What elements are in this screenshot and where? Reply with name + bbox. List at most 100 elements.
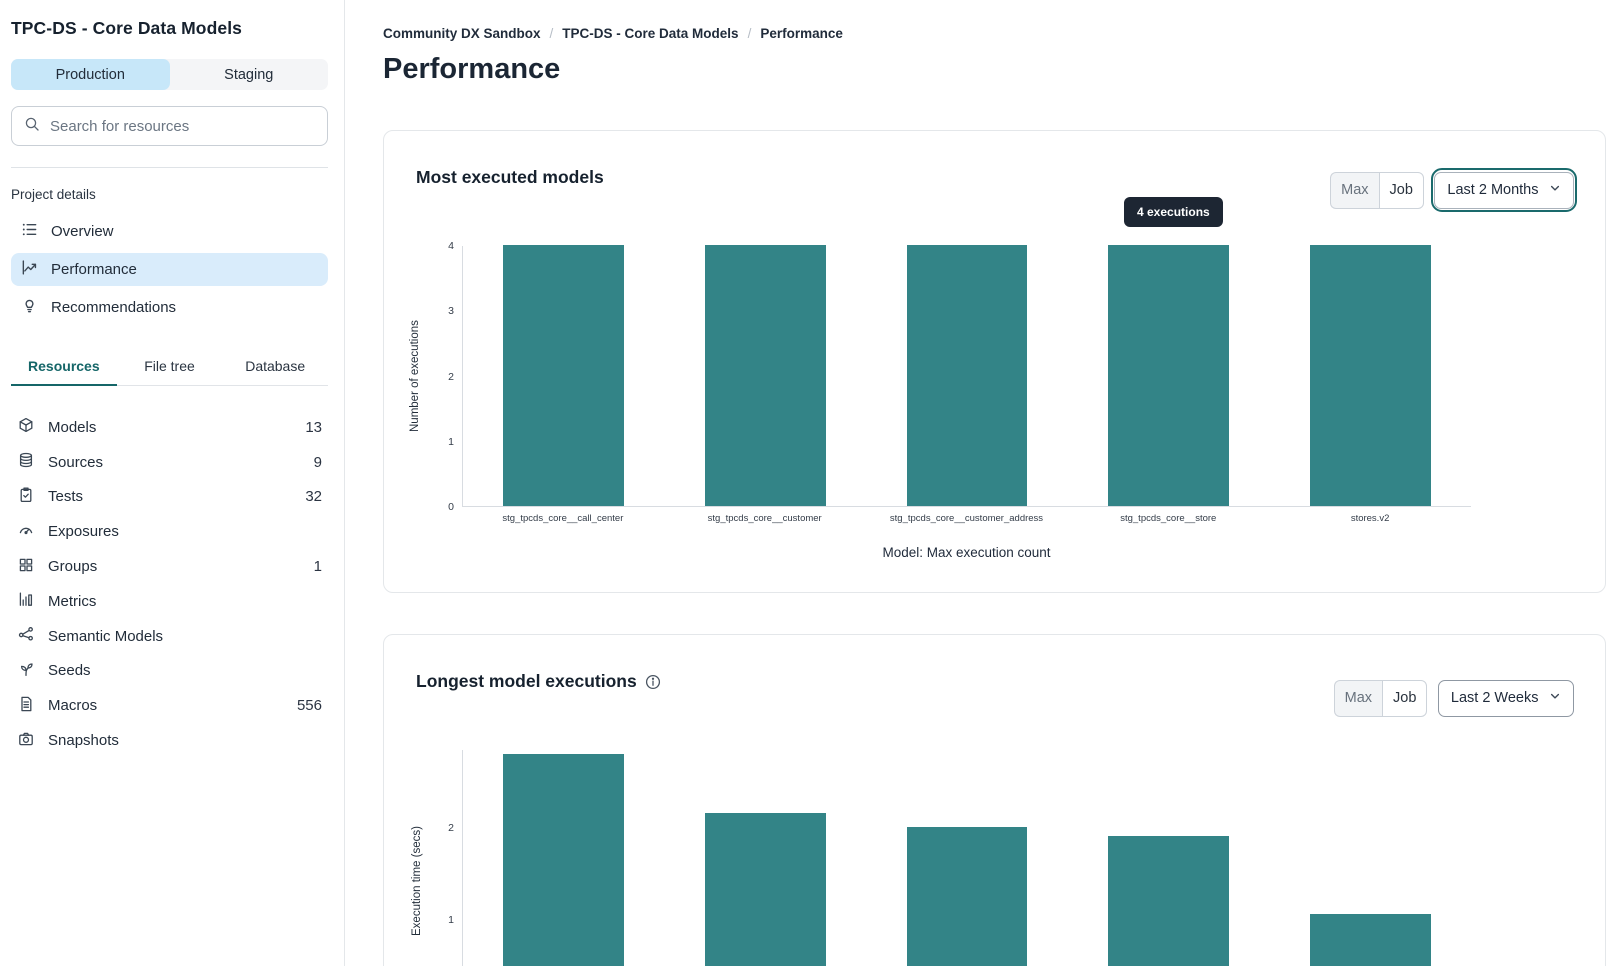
date-range-value: Last 2 Weeks	[1450, 690, 1539, 706]
bar[interactable]	[704, 813, 826, 966]
gauge-icon	[18, 522, 34, 542]
bars	[463, 245, 1471, 506]
info-icon[interactable]	[645, 674, 661, 690]
breadcrumb-project[interactable]: TPC-DS - Core Data Models	[562, 26, 739, 41]
bar[interactable]	[1309, 245, 1431, 506]
bar-slot	[866, 750, 1068, 966]
y-tick-label: 4	[448, 240, 454, 252]
resource-label: Metrics	[48, 592, 97, 610]
max-button[interactable]: Max	[1330, 171, 1379, 209]
nav-item-overview[interactable]: Overview	[11, 215, 328, 248]
chart-controls: Max Job Last 2 Weeks	[1333, 676, 1577, 720]
bar[interactable]	[503, 753, 625, 966]
resource-row-snapshots[interactable]: Snapshots	[11, 723, 328, 758]
most-executed-models-card: Most executed models Max Job Last 2 Mont…	[383, 130, 1606, 593]
bar-slot	[1269, 245, 1471, 506]
env-tab-staging[interactable]: Staging	[224, 66, 274, 83]
nav-item-recommendations[interactable]: Recommendations	[11, 291, 328, 324]
env-tab-production[interactable]: Production	[11, 59, 170, 90]
sidebar: TPC-DS - Core Data Models Production Sta…	[0, 0, 345, 966]
resource-row-groups[interactable]: Groups 1	[11, 549, 328, 584]
resource-row-sources[interactable]: Sources 9	[11, 445, 328, 480]
main-content: Community DX Sandbox / TPC-DS - Core Dat…	[345, 0, 1621, 966]
list-icon	[21, 221, 38, 242]
x-labels: stg_tpcds_core__call_center stg_tpcds_cor…	[462, 513, 1471, 524]
chart-plot-area	[462, 245, 1471, 507]
resource-label: Macros	[48, 697, 98, 715]
resource-row-tests[interactable]: Tests 32	[11, 480, 328, 515]
bar[interactable]	[503, 245, 625, 506]
divider	[11, 167, 328, 168]
lightbulb-icon	[21, 297, 38, 318]
breadcrumb-separator: /	[747, 26, 752, 41]
bar-slot	[1269, 750, 1471, 966]
resource-label: Groups	[48, 558, 98, 576]
trend-chart-icon	[21, 259, 38, 280]
resource-label: Semantic Models	[48, 627, 164, 645]
resource-count: 13	[305, 418, 322, 436]
resource-label: Sources	[48, 453, 104, 471]
resource-row-exposures[interactable]: Exposures	[11, 514, 328, 549]
resource-count: 9	[313, 453, 322, 471]
resource-row-seeds[interactable]: Seeds	[11, 654, 328, 689]
max-job-segmented-control: Max Job	[1333, 679, 1428, 717]
nav-item-label: Performance	[51, 261, 137, 278]
card-title: Most executed models	[416, 167, 604, 187]
resource-list: Models 13 Sources 9 Tests 32 Exposures G…	[11, 410, 328, 758]
bar[interactable]	[704, 245, 826, 506]
max-button[interactable]: Max	[1333, 679, 1383, 717]
resource-count: 556	[296, 697, 322, 715]
tab-file-tree[interactable]: File tree	[144, 358, 195, 374]
x-tick-label: stg_tpcds_core__call_center	[502, 513, 624, 524]
job-button[interactable]: Job	[1382, 679, 1428, 717]
x-tick-label: stg_tpcds_core__store	[1120, 513, 1217, 524]
resource-label: Models	[48, 418, 97, 436]
chart-controls: Max Job Last 2 Months	[1330, 168, 1577, 212]
page-title: Performance	[383, 53, 561, 85]
date-range-select[interactable]: Last 2 Months	[1434, 171, 1574, 209]
resource-row-macros[interactable]: Macros 556	[11, 688, 328, 723]
search-input[interactable]	[50, 117, 315, 135]
nav-item-label: Overview	[51, 223, 114, 240]
breadcrumb: Community DX Sandbox / TPC-DS - Core Dat…	[383, 26, 1621, 41]
resource-row-models[interactable]: Models 13	[11, 410, 328, 445]
grid-icon	[18, 557, 34, 577]
job-button[interactable]: Job	[1378, 171, 1424, 209]
clipboard-check-icon	[18, 487, 34, 507]
bar[interactable]	[906, 245, 1028, 506]
chevron-down-icon	[1549, 690, 1561, 706]
document-icon	[18, 696, 34, 716]
breadcrumb-separator: /	[549, 26, 554, 41]
nav-item-performance[interactable]: Performance	[11, 253, 328, 286]
y-tick-label: 2	[448, 822, 454, 835]
breadcrumb-current: Performance	[760, 26, 843, 41]
cube-icon	[18, 417, 34, 437]
search-icon	[24, 116, 40, 137]
resource-row-semantic-models[interactable]: Semantic Models	[11, 619, 328, 654]
x-tick-label: stg_tpcds_core__customer_address	[889, 513, 1044, 524]
date-range-select[interactable]: Last 2 Weeks	[1437, 679, 1574, 717]
bar-chart-icon	[18, 591, 34, 611]
resource-count: 1	[313, 558, 322, 576]
tab-database[interactable]: Database	[245, 358, 306, 374]
database-icon	[18, 452, 34, 472]
x-tick-label: stores.v2	[1350, 513, 1390, 524]
bar[interactable]	[906, 827, 1028, 966]
breadcrumb-account[interactable]: Community DX Sandbox	[383, 26, 541, 41]
bars	[463, 750, 1471, 966]
search-box[interactable]	[11, 106, 328, 146]
bar[interactable]	[1108, 836, 1230, 966]
x-axis-title: Model: Max execution count	[882, 545, 1051, 560]
longest-model-executions-card: Longest model executions Max Job Last 2 …	[383, 634, 1606, 966]
card-title: Longest model executions	[416, 671, 637, 691]
date-range-wrap: Last 2 Weeks	[1434, 676, 1577, 720]
y-tick-label: 1	[448, 435, 454, 448]
chevron-down-icon	[1549, 182, 1561, 198]
resource-row-metrics[interactable]: Metrics	[11, 584, 328, 619]
nav-item-label: Recommendations	[51, 299, 177, 316]
bar[interactable]	[1309, 914, 1431, 966]
camera-icon	[18, 731, 34, 751]
y-tick-label: 1	[448, 914, 454, 927]
tab-resources[interactable]: Resources	[11, 358, 117, 386]
bar[interactable]	[1108, 245, 1230, 506]
